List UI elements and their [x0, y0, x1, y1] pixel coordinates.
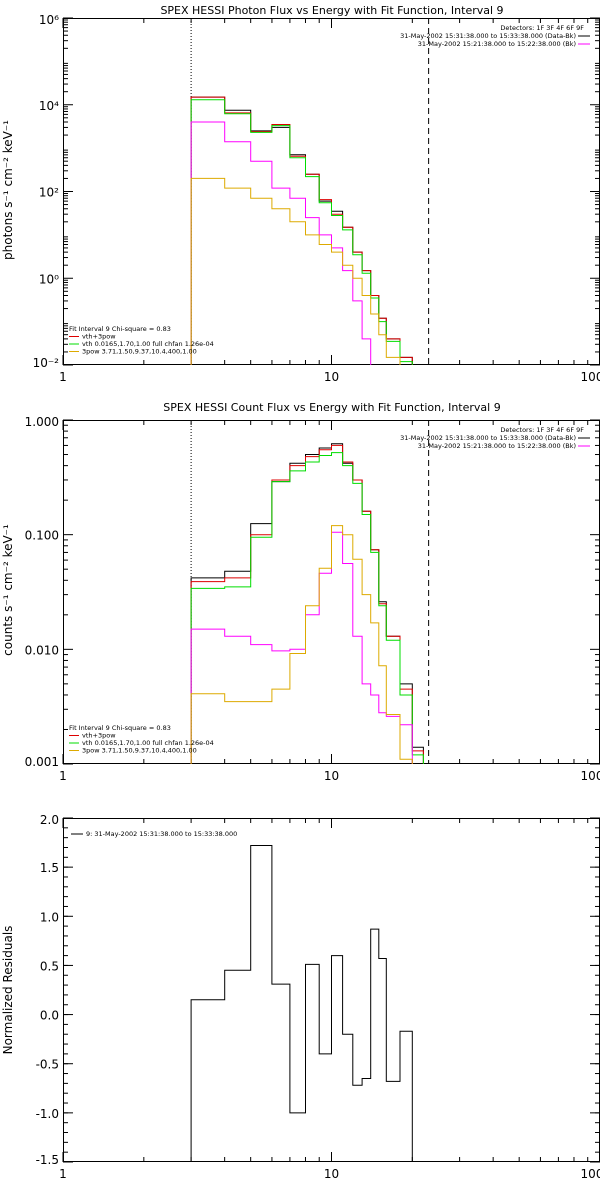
count-flux-info-line: Detectors: 1F 3F 4F 6F 9F [500, 426, 584, 434]
residuals-xtick-label: 10 [324, 1167, 339, 1181]
photon-flux-series-1 [190, 96, 413, 365]
photon-flux-ylabel: photons s⁻¹ cm⁻² keV⁻¹ [1, 120, 15, 260]
count-flux-ytick-label: 0.100 [25, 529, 59, 543]
photon-flux-ytick-label: 10⁰ [39, 272, 59, 286]
count-flux-xtick-label: 1 [59, 769, 67, 783]
residuals-panel: Normalized Residuals 1 10 100 -1.5 -1.0 -0.5 0… [1, 813, 600, 1181]
count-flux-fit-legend-label: vth 0.0165,1.70,1.00 full chfan 1.26e-04 [82, 739, 214, 747]
residuals-ytick-label: 2.0 [40, 813, 59, 827]
count-flux-fit-summary: Fit Interval 9 Chi-square = 0.83 [69, 724, 171, 732]
photon-flux-series-group [190, 96, 413, 365]
residuals-ytick-label: -1.0 [36, 1107, 59, 1121]
residuals-series-0 [190, 845, 413, 1162]
residuals-ytick-label: -0.5 [36, 1058, 59, 1072]
count-flux-ytick-label: 0.010 [25, 643, 59, 657]
photon-flux-ytick-label: 10⁶ [39, 13, 59, 27]
count-flux-ytick-label: 0.001 [25, 755, 59, 769]
count-flux-series-2 [190, 452, 424, 764]
count-flux-series-1 [190, 444, 424, 764]
photon-flux-ytick-label: 10² [39, 186, 59, 200]
count-flux-series-0 [190, 443, 424, 764]
photon-flux-plot-frame [63, 18, 600, 365]
count-flux-info-line: 31-May-2002 15:31:38.000 to 15:33:38.000… [400, 434, 576, 442]
residuals-xtick-label: 100 [581, 1167, 600, 1181]
residuals-ytick-label: 1.5 [40, 861, 59, 875]
photon-flux-series-0 [190, 96, 413, 365]
photon-flux-panel: SPEX HESSI Photon Flux vs Energy with Fi… [1, 4, 600, 384]
residuals-ytick-label: -1.5 [36, 1153, 59, 1167]
residuals-ylabel: Normalized Residuals [1, 926, 15, 1055]
residuals-xtick-label: 1 [59, 1167, 67, 1181]
count-flux-series-4 [190, 525, 413, 764]
residuals-series-group [190, 845, 413, 1162]
photon-flux-xtick-label: 1 [59, 370, 67, 384]
photon-flux-ytick-label: 10⁻² [33, 356, 60, 370]
photon-flux-title: SPEX HESSI Photon Flux vs Energy with Fi… [160, 4, 503, 17]
photon-flux-fit-legend-label: 3pow 3.71,1.50,9.37,10.4,400,1.00 [82, 348, 197, 356]
photon-flux-info-line: Detectors: 1F 3F 4F 6F 9F [500, 24, 584, 32]
residuals-ytick-label: 1.0 [40, 910, 59, 924]
residuals-ytick-label: 0.0 [40, 1009, 59, 1023]
photon-flux-fit-legend-label: vth+3pow [82, 333, 116, 341]
count-flux-xtick-label: 100 [581, 769, 600, 783]
photon-flux-info-line: 31-May-2002 15:21:38.000 to 15:22:38.000… [418, 40, 576, 48]
count-flux-panel: SPEX HESSI Count Flux vs Energy with Fit… [1, 401, 600, 783]
count-flux-ytick-label: 1.000 [25, 415, 59, 429]
photon-flux-ytick-label: 10⁴ [39, 99, 59, 113]
count-flux-info-line: 31-May-2002 15:21:38.000 to 15:22:38.000… [418, 442, 576, 450]
photon-flux-fit-legend-label: vth 0.0165,1.70,1.00 full chfan 1.26e-04 [82, 340, 214, 348]
photon-flux-series-2 [190, 99, 413, 365]
residuals-legend-label: 9: 31-May-2002 15:31:38.000 to 15:33:38.… [86, 830, 237, 838]
count-flux-series-3 [190, 531, 413, 764]
count-flux-fit-legend-label: 3pow 3.71,1.50,9.37,10.4,400,1.00 [82, 747, 197, 755]
photon-flux-xtick-label: 100 [581, 370, 600, 384]
count-flux-ylabel: counts s⁻¹ cm⁻² keV⁻¹ [1, 524, 15, 656]
photon-flux-series-4 [190, 177, 401, 365]
count-flux-fit-legend-label: vth+3pow [82, 732, 116, 740]
count-flux-plot-frame [63, 420, 600, 764]
photon-flux-fit-summary: Fit Interval 9 Chi-square = 0.83 [69, 325, 171, 333]
count-flux-xtick-label: 10 [324, 769, 339, 783]
count-flux-series-group [190, 443, 424, 764]
photon-flux-xtick-label: 10 [324, 370, 339, 384]
count-flux-title: SPEX HESSI Count Flux vs Energy with Fit… [163, 401, 500, 414]
photon-flux-info-line: 31-May-2002 15:31:38.000 to 15:33:38.000… [400, 32, 576, 40]
photon-flux-series-3 [190, 121, 372, 365]
residuals-ytick-label: 0.5 [40, 959, 59, 973]
